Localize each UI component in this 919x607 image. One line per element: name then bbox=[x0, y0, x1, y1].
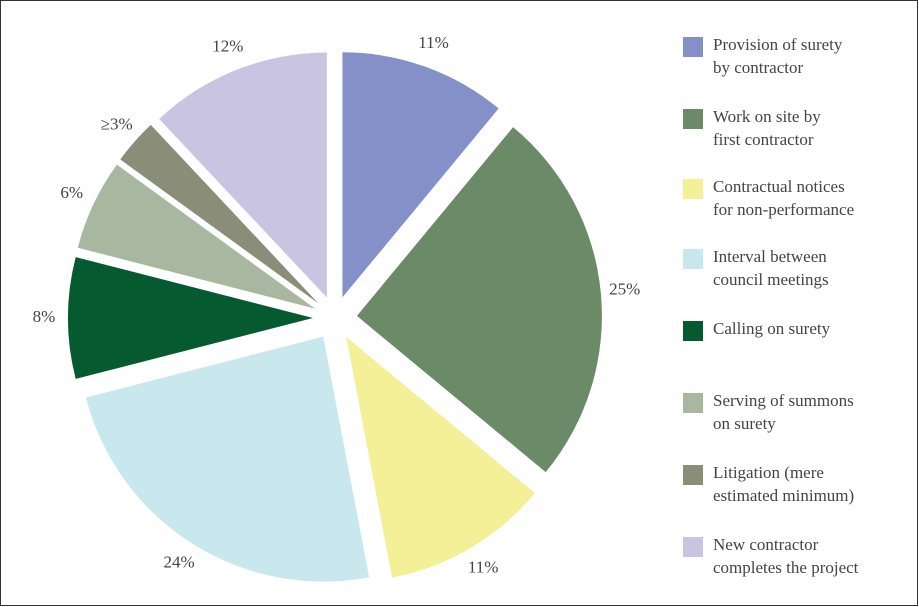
legend-label: Serving of summons on surety bbox=[713, 391, 854, 433]
data-label: 8% bbox=[33, 307, 56, 326]
data-label: 6% bbox=[60, 183, 83, 202]
legend-label: Contractual notices for non-performance bbox=[713, 177, 854, 219]
pie-slice bbox=[77, 164, 316, 309]
legend-label: Litigation (mere estimated minimum) bbox=[713, 463, 854, 505]
pie-slice bbox=[68, 257, 313, 379]
pie-slice bbox=[342, 52, 499, 298]
pie-slice bbox=[120, 124, 319, 304]
legend-label: Calling on surety bbox=[713, 319, 831, 338]
pie-slice bbox=[346, 336, 535, 578]
legend-swatch bbox=[683, 537, 703, 557]
data-label: 25% bbox=[609, 280, 640, 299]
legend-swatch bbox=[683, 37, 703, 57]
pie-slice bbox=[159, 52, 327, 298]
legend-label: Provision of surety by contractor bbox=[713, 35, 843, 77]
legend-swatch bbox=[683, 179, 703, 199]
pie-slice bbox=[85, 336, 370, 582]
legend-swatch bbox=[683, 321, 703, 341]
legend-label: Work on site by first contractor bbox=[713, 107, 821, 149]
data-label: 11% bbox=[418, 33, 449, 52]
pie-slice bbox=[356, 127, 602, 473]
data-label: 24% bbox=[163, 553, 194, 572]
legend-swatch bbox=[683, 465, 703, 485]
data-label: ≥3% bbox=[101, 114, 133, 133]
legend-swatch bbox=[683, 109, 703, 129]
data-label: 12% bbox=[212, 36, 243, 55]
legend-label: Interval between council meetings bbox=[713, 247, 829, 289]
legend-swatch bbox=[683, 393, 703, 413]
data-label: 11% bbox=[468, 557, 499, 576]
legend-swatch bbox=[683, 249, 703, 269]
legend-label: New contractor completes the project bbox=[713, 535, 859, 577]
